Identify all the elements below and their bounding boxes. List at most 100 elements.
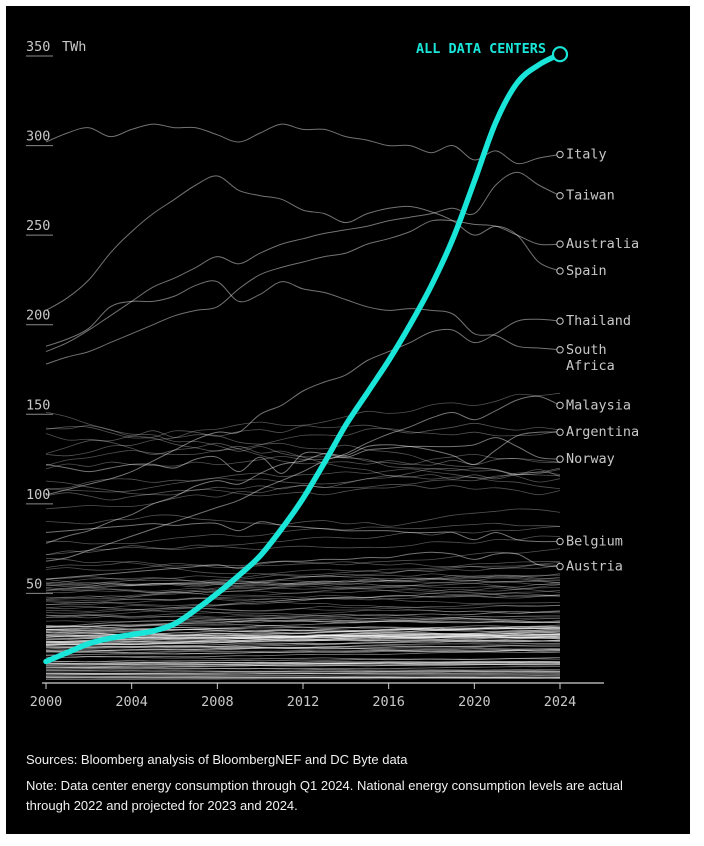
background-line — [45, 609, 561, 618]
background-line — [45, 614, 561, 624]
background-line — [45, 617, 561, 627]
x-tick-label: 2000 — [30, 694, 63, 710]
background-line — [45, 604, 561, 618]
country-line — [45, 551, 561, 580]
background-line — [45, 535, 561, 556]
background-line — [45, 676, 561, 679]
y-tick-label: 100 — [26, 487, 50, 503]
country-label: Argentina — [566, 424, 639, 440]
chart-panel: 50 100 150 200 250 300 350 TWh 2000 2004 2008 2012… — [6, 6, 690, 834]
background-line — [45, 626, 561, 631]
background-line — [45, 526, 561, 556]
country-end-marker — [556, 191, 564, 200]
background-line — [45, 584, 561, 612]
country-line — [45, 431, 561, 544]
background-line — [45, 634, 561, 646]
background-line — [45, 580, 561, 588]
background-line — [45, 475, 561, 493]
country-line — [45, 521, 561, 543]
background-line — [45, 548, 561, 571]
country-label: South Africa — [566, 342, 615, 374]
background-line — [45, 586, 561, 596]
background-line — [45, 670, 561, 673]
background-line — [45, 574, 561, 584]
background-line — [45, 594, 561, 600]
sources-text: Sources: Bloomberg analysis of Bloomberg… — [26, 752, 408, 767]
background-line — [45, 426, 561, 480]
labeled-country-lines — [45, 123, 561, 580]
background-line — [45, 605, 561, 613]
background-line — [45, 614, 561, 624]
background-line — [45, 583, 561, 600]
country-line — [45, 123, 561, 165]
background-line — [45, 468, 561, 510]
country-end-marker — [556, 455, 564, 463]
x-axis: 2000 2004 2008 2012 2016 2020 2024 — [30, 682, 604, 710]
background-line — [45, 522, 561, 545]
footer-notes: Sources: Bloomberg analysis of Bloomberg… — [26, 750, 666, 822]
background-line — [45, 674, 561, 677]
background-line — [45, 575, 561, 586]
country-line — [45, 318, 561, 496]
country-label: Thailand — [566, 313, 631, 329]
y-tick-label: 350 — [26, 39, 50, 55]
background-line — [45, 610, 561, 627]
country-end-marker — [556, 401, 564, 410]
background-line — [45, 619, 561, 628]
x-tick-label: 2008 — [201, 694, 234, 710]
x-tick-label: 2004 — [115, 694, 148, 710]
country-end-marker — [556, 346, 564, 354]
background-line — [45, 663, 561, 669]
country-label: Belgium — [566, 533, 623, 549]
background-line — [45, 467, 561, 489]
y-tick-label: 150 — [26, 397, 50, 413]
background-line — [45, 615, 561, 628]
y-tick-label: 300 — [26, 129, 50, 145]
background-line — [45, 392, 561, 457]
background-line — [45, 586, 561, 598]
background-line — [45, 433, 561, 466]
background-line — [45, 592, 561, 606]
background-line — [45, 453, 561, 470]
x-tick-label: 2024 — [544, 694, 577, 710]
country-label: Italy — [566, 147, 607, 163]
background-line — [45, 585, 561, 596]
country-end-marker — [556, 267, 564, 275]
country-label: Malaysia — [566, 397, 631, 413]
country-end-marker — [556, 317, 564, 325]
background-line — [45, 594, 561, 614]
background-line — [45, 562, 561, 592]
country-label: Spain — [566, 263, 607, 279]
background-line — [46, 677, 561, 680]
background-line — [45, 601, 561, 609]
country-end-marker — [556, 537, 564, 546]
background-line — [45, 596, 561, 605]
background-line — [45, 573, 561, 602]
background-line — [45, 649, 561, 659]
all-data-centers-end-marker — [551, 46, 569, 63]
background-line — [45, 508, 561, 527]
background-line — [45, 649, 561, 656]
y-unit-label: TWh — [62, 39, 86, 55]
background-line — [46, 663, 561, 667]
background-line — [45, 629, 561, 634]
background-line — [45, 564, 561, 586]
background-line — [45, 657, 561, 663]
background-line — [45, 560, 561, 569]
background-line — [45, 605, 561, 623]
country-end-marker — [556, 428, 564, 436]
y-tick-label: 250 — [26, 218, 50, 234]
background-line — [45, 645, 561, 652]
y-axis: 50 100 150 200 250 300 350 TWh — [26, 39, 86, 594]
background-line — [45, 480, 561, 497]
background-line — [45, 580, 561, 599]
background-line — [45, 647, 561, 651]
background-line — [45, 639, 561, 648]
background-country-lines — [45, 392, 561, 680]
country-label: Norway — [566, 451, 615, 467]
background-line — [45, 672, 561, 676]
line-chart: 50 100 150 200 250 300 350 TWh 2000 2004 2008 2012… — [26, 39, 639, 710]
country-end-marker — [556, 562, 564, 571]
background-line — [45, 634, 561, 645]
x-tick-label: 2012 — [287, 694, 320, 710]
